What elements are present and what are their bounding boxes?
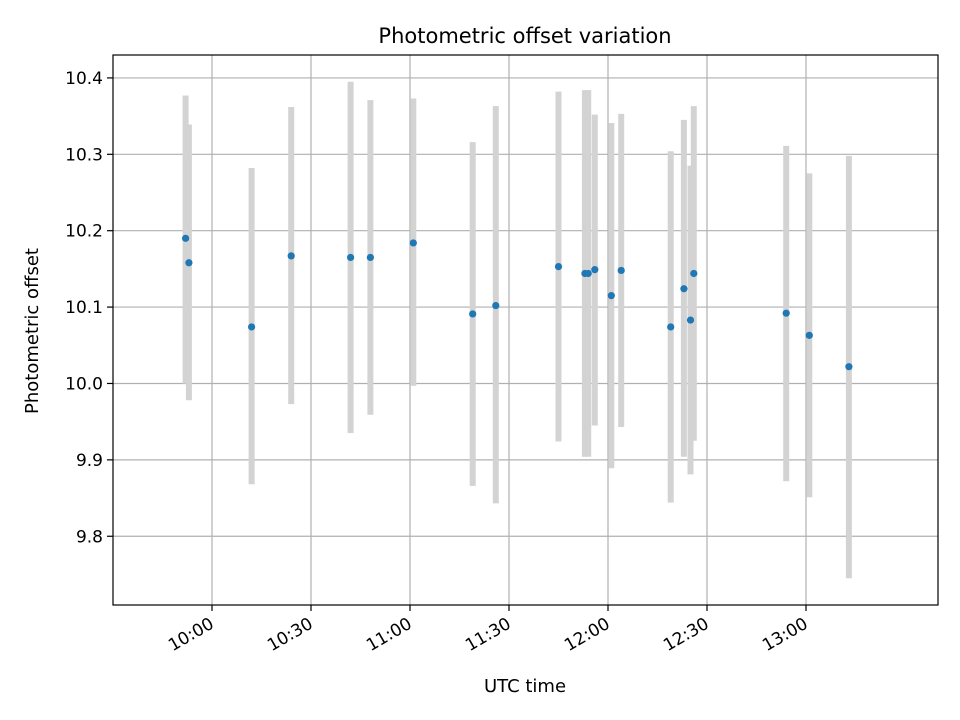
data-point (182, 234, 190, 242)
data-point (554, 262, 563, 271)
data-point (782, 309, 790, 317)
data-point (366, 253, 374, 262)
y-tick-label: 10.2 (65, 222, 103, 242)
data-point (591, 266, 599, 274)
data-point (584, 269, 592, 278)
data-point (185, 259, 193, 267)
y-tick-label: 10.1 (65, 298, 103, 318)
y-tick-label: 9.8 (76, 527, 103, 547)
data-point (680, 285, 688, 293)
plot-frame (112, 54, 939, 606)
data-point (347, 253, 355, 262)
data-point (617, 266, 625, 275)
data-point (287, 252, 295, 260)
x-axis-label: UTC time (484, 676, 566, 697)
data-point (667, 323, 675, 331)
chart-title: Photometric offset variation (378, 24, 671, 48)
y-axis-label: Photometric offset (22, 248, 43, 414)
data-point (469, 310, 477, 318)
data-point (805, 331, 813, 339)
data-point (409, 239, 417, 247)
y-axis-ticks: 9.8 9.9 10.0 10.1 10.2 10.3 10.4 (65, 69, 113, 547)
y-tick-label: 9.9 (76, 451, 103, 471)
data-point (248, 323, 256, 331)
data-point (492, 301, 500, 310)
data-point (845, 363, 853, 371)
data-point (607, 292, 615, 300)
data-points (182, 234, 853, 371)
y-tick-label: 10.3 (65, 145, 103, 165)
data-point (690, 269, 698, 278)
data-point (686, 316, 695, 324)
y-tick-label: 10.0 (65, 374, 103, 394)
y-tick-label: 10.4 (65, 69, 103, 89)
